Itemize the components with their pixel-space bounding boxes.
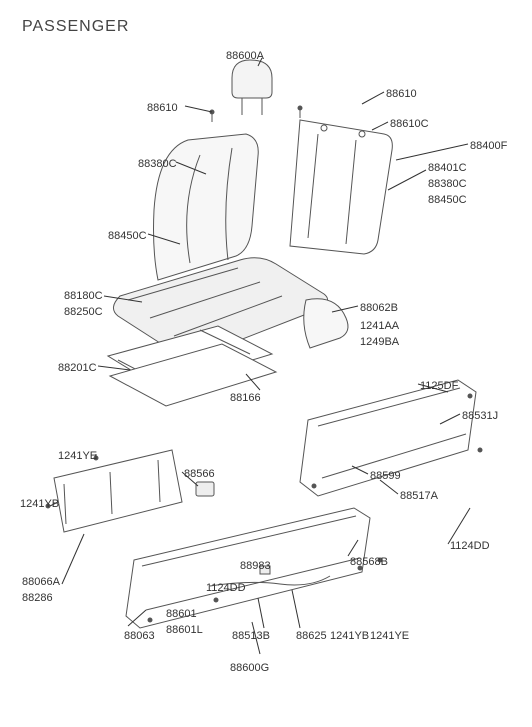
part-label-88066A: 88066A xyxy=(22,576,60,588)
part-label-1241YB: 1241YB xyxy=(20,498,59,510)
part-label-88566: 88566 xyxy=(184,468,215,480)
part-label-88517A: 88517A xyxy=(400,490,438,502)
part-label-1241YE: 1241YE xyxy=(58,450,97,462)
part-label-88401C: 88401C xyxy=(428,162,467,174)
part-label-1241YE_r2: 1241YE xyxy=(370,630,409,642)
part-label-88380C_r: 88380C xyxy=(428,178,467,190)
part-label-88610C: 88610C xyxy=(390,118,429,130)
part-label-88180C: 88180C xyxy=(64,290,103,302)
part-label-88400F: 88400F xyxy=(470,140,507,152)
part-label-88531J: 88531J xyxy=(462,410,498,422)
part-label-1125DF: 1125DF xyxy=(420,380,458,392)
part-label-1249BA: 1249BA xyxy=(360,336,399,348)
part-label-88063: 88063 xyxy=(124,630,155,642)
part-label-1124DD: 1124DD xyxy=(206,582,246,594)
part-label-88166: 88166 xyxy=(230,392,261,404)
part-label-88513B: 88513B xyxy=(232,630,270,642)
part-label-1241YB_r: 1241YB xyxy=(330,630,369,642)
part-label-88568B: 88568B xyxy=(350,556,388,568)
part-label-88601: 88601 xyxy=(166,608,197,620)
part-label-88599: 88599 xyxy=(370,470,401,482)
part-label-88450C_r: 88450C xyxy=(428,194,467,206)
part-label-88600A: 88600A xyxy=(226,50,264,62)
part-label-88600G: 88600G xyxy=(230,662,269,674)
part-label-88983: 88983 xyxy=(240,560,271,572)
part-label-88286: 88286 xyxy=(22,592,53,604)
part-label-88450C: 88450C xyxy=(108,230,147,242)
part-label-88625: 88625 xyxy=(296,630,327,642)
part-label-88250C: 88250C xyxy=(64,306,103,318)
part-label-88201C: 88201C xyxy=(58,362,97,374)
part-label-1241AA: 1241AA xyxy=(360,320,399,332)
part-label-88610_r: 88610 xyxy=(386,88,417,100)
part-label-88380C: 88380C xyxy=(138,158,177,170)
part-label-88062B: 88062B xyxy=(360,302,398,314)
part-label-88601L: 88601L xyxy=(166,624,203,636)
diagram-page: PASSENGER xyxy=(0,0,532,727)
part-label-1124DD_r: 1124DD xyxy=(450,540,490,552)
part-label-88610: 88610 xyxy=(147,102,178,114)
